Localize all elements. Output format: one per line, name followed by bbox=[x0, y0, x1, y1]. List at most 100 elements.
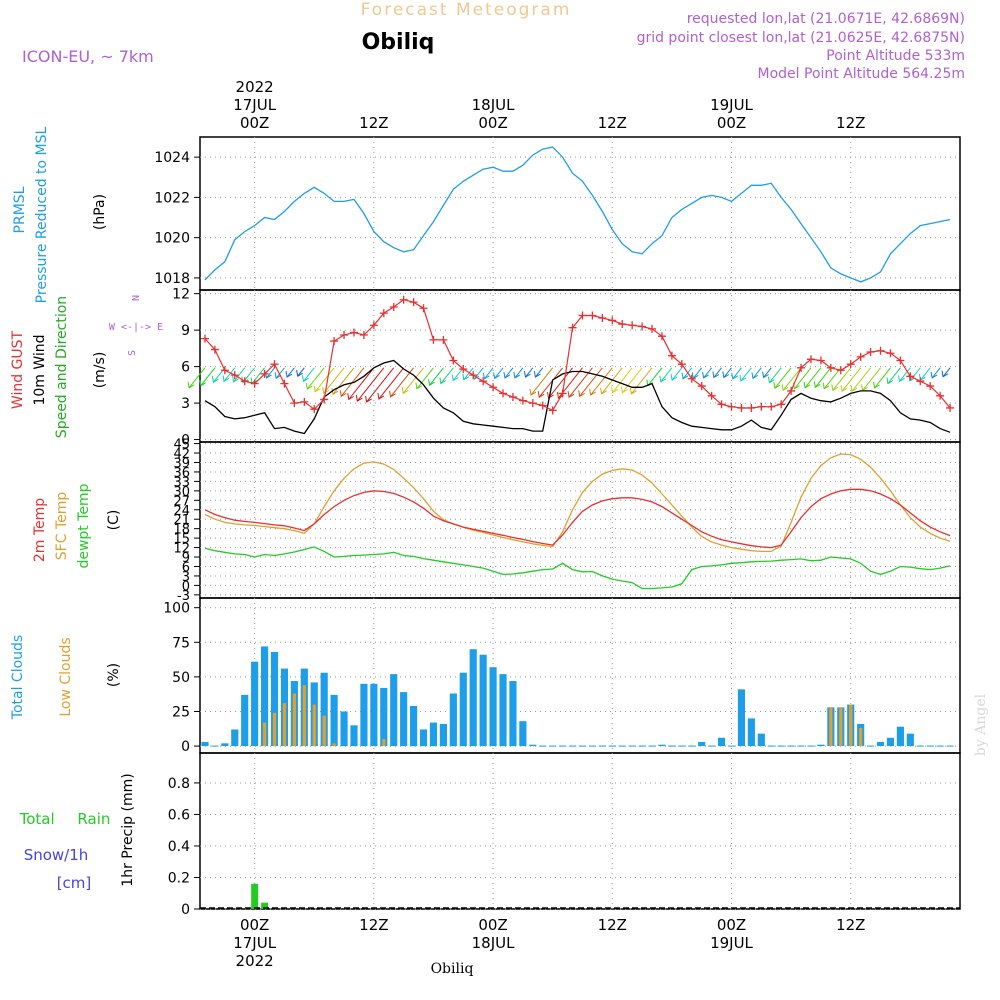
wind-arrow bbox=[782, 367, 802, 391]
wind-arrow bbox=[463, 367, 474, 380]
low-cloud-bar bbox=[829, 707, 833, 747]
pressure-label-unit: (hPa) bbox=[92, 194, 108, 230]
wind-arrowhead bbox=[803, 381, 811, 389]
wind-arrowhead bbox=[898, 375, 905, 383]
wind-arrow bbox=[303, 367, 315, 382]
low-cloud-bar bbox=[282, 703, 287, 747]
total-cloud-bar bbox=[499, 674, 507, 747]
total-cloud-bar bbox=[330, 694, 338, 747]
gust-marker bbox=[300, 397, 309, 406]
gust-marker bbox=[816, 356, 825, 365]
y-tick-label: 0.2 bbox=[168, 870, 190, 886]
gust-marker bbox=[399, 295, 408, 304]
gust-marker bbox=[290, 399, 299, 408]
wind-arrow bbox=[920, 367, 931, 381]
gust-marker bbox=[687, 374, 696, 383]
model-point-altitude: Model Point Altitude 564.25m bbox=[758, 66, 965, 82]
low-cloud-bar bbox=[849, 704, 853, 747]
gust-marker bbox=[826, 363, 835, 372]
gust-marker bbox=[836, 366, 845, 375]
total-cloud-bar bbox=[906, 733, 914, 747]
temp-label-sfc: SFC Temp bbox=[54, 492, 70, 561]
gust-marker bbox=[767, 402, 776, 411]
wind-arrowhead bbox=[873, 381, 880, 389]
total-cloud-bar bbox=[270, 651, 279, 747]
gust-marker bbox=[747, 403, 756, 412]
rain-bars bbox=[251, 883, 269, 909]
wind-arrow bbox=[841, 367, 862, 392]
clouds-y-ticks: 0 25 50 75 100 bbox=[163, 601, 200, 755]
wind-arrow bbox=[622, 367, 643, 393]
wind-arrowhead bbox=[930, 371, 938, 379]
y-tick-label: 0.4 bbox=[168, 839, 190, 855]
top-time-label: 17JUL bbox=[233, 96, 276, 114]
wind-arrowhead bbox=[401, 387, 409, 395]
total-cloud-bar bbox=[340, 711, 348, 747]
wind-arrowhead bbox=[415, 382, 423, 390]
wind-arrow bbox=[579, 367, 603, 397]
wind-arrowhead bbox=[731, 372, 738, 380]
wind-arrowhead bbox=[840, 385, 848, 393]
wind-arrow bbox=[671, 367, 683, 381]
wind-arrow bbox=[774, 367, 792, 389]
y-tick-label: 3 bbox=[181, 396, 190, 412]
wind-arrowhead bbox=[781, 384, 789, 392]
pressure-grid bbox=[200, 137, 960, 290]
y-tick-label: 15 bbox=[173, 532, 190, 547]
y-tick-label: 1024 bbox=[154, 150, 190, 166]
bottom-time-label: 12Z bbox=[598, 916, 627, 934]
bottom-time-label: 12Z bbox=[359, 916, 388, 934]
gust-marker bbox=[340, 330, 349, 339]
gust-marker bbox=[568, 323, 577, 332]
y-tick-label: 0.8 bbox=[168, 776, 190, 792]
wind-arrowhead bbox=[762, 371, 769, 379]
gust-marker bbox=[389, 303, 398, 312]
bottom-time-label: 19JUL bbox=[710, 934, 753, 952]
wind-arrowhead bbox=[739, 374, 747, 382]
top-time-label: 12Z bbox=[836, 114, 865, 132]
gust-marker bbox=[320, 395, 329, 404]
wind-panel: 0 3 6 9 12 Wind GUST 10m Wind Speed and Dire… bbox=[10, 287, 961, 449]
low-cloud-bar bbox=[322, 715, 326, 747]
wind-arrow bbox=[851, 367, 871, 392]
y-tick-label: 39 bbox=[173, 456, 190, 471]
low-cloud-bar bbox=[302, 685, 306, 747]
wind-arrow bbox=[440, 367, 454, 384]
pressure-line bbox=[204, 146, 951, 283]
gust-marker bbox=[657, 332, 666, 341]
precip-panel: 0 0.2 0.4 0.6 0.8 Total Rain Snow/1h [cm] 1h… bbox=[19, 752, 961, 918]
bottom-time-label: 00Z bbox=[240, 916, 269, 934]
wind-arrow bbox=[188, 367, 206, 389]
wind-arrow bbox=[494, 367, 504, 379]
total-cloud-bar bbox=[757, 733, 765, 747]
y-tick-label: 27 bbox=[173, 494, 190, 509]
total-cloud-bar bbox=[896, 726, 904, 747]
top-time-label: 00Z bbox=[240, 114, 269, 132]
dir-legend-s: S bbox=[127, 350, 138, 356]
cloud-bars bbox=[201, 646, 954, 747]
gust-marker bbox=[906, 372, 915, 381]
gust-marker bbox=[608, 316, 617, 325]
gust-marker bbox=[707, 391, 716, 400]
wind-arrow bbox=[769, 367, 782, 383]
credit-watermark: by Angel bbox=[973, 693, 989, 756]
gust-marker bbox=[369, 321, 378, 330]
gust-marker bbox=[479, 377, 488, 386]
pressure-label-prmsl: PRMSL bbox=[12, 186, 28, 233]
gust-marker bbox=[538, 401, 547, 410]
wind-arrow bbox=[323, 367, 345, 394]
y-tick-label: 100 bbox=[163, 601, 190, 617]
wind-arrow bbox=[887, 367, 901, 384]
wind-arrowhead bbox=[322, 387, 330, 395]
wind-arrowhead bbox=[751, 372, 759, 380]
y-tick-label: 9 bbox=[182, 551, 190, 566]
wind-arrow bbox=[286, 367, 295, 378]
wind-arrowhead bbox=[670, 373, 678, 381]
wind-arrowhead bbox=[533, 370, 541, 378]
gust-marker bbox=[230, 371, 239, 380]
total-cloud-bar bbox=[747, 718, 755, 747]
y-tick-label: 30 bbox=[173, 485, 190, 500]
wind-arrowhead bbox=[767, 376, 775, 384]
